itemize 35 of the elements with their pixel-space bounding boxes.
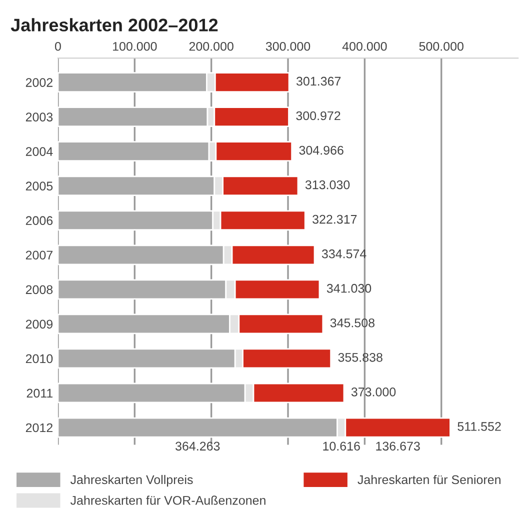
y-tick-label: 2006 (26, 216, 53, 226)
total-label: 322.317 (312, 214, 357, 224)
y-tick-label: 2007 (26, 250, 52, 260)
total-label: 341.030 (326, 284, 372, 293)
y-tick-label: 2010 (26, 354, 53, 364)
x-tick-label: 500.000 (419, 42, 464, 51)
total-label: 511.552 (458, 422, 501, 431)
y-tick-label: 2004 (26, 147, 53, 156)
x-tick-label: 0 (54, 42, 61, 51)
total-label: 300.972 (296, 111, 340, 120)
chart-title: Jahreskarten 2002–2012 (10, 18, 218, 32)
data-label: 136.673 (376, 442, 420, 451)
total-label: 334.574 (322, 249, 366, 258)
y-tick-label: 2011 (26, 388, 52, 398)
total-label: 313.030 (305, 180, 350, 190)
y-tick-label: 2003 (26, 112, 53, 122)
total-label: 301.367 (296, 76, 341, 86)
x-tick-label: 200.000 (189, 42, 234, 51)
x-tick-label: 300.000 (266, 42, 310, 51)
total-label: 355.838 (338, 352, 382, 362)
x-tick-label: 100.000 (113, 42, 157, 51)
total-label: 345.508 (330, 318, 374, 328)
y-tick-label: 2002 (26, 78, 52, 87)
y-tick-label: 2012 (26, 423, 52, 432)
y-tick-label: 2005 (26, 182, 53, 191)
x-tick-label: 400.000 (342, 42, 387, 51)
y-tick-label: 2009 (26, 320, 53, 329)
y-tick-label: 2008 (26, 285, 53, 294)
data-label: 10.616 (323, 442, 360, 451)
legend-label: Jahreskarten für Senioren (358, 474, 500, 484)
total-label: 304.966 (299, 146, 344, 155)
total-label: 373.000 (351, 388, 396, 396)
data-label: 364.263 (176, 442, 220, 451)
legend-label: Jahreskarten für VOR-Außenzonen (70, 496, 266, 505)
legend-label: Jahreskarten Vollpreis (70, 474, 193, 487)
